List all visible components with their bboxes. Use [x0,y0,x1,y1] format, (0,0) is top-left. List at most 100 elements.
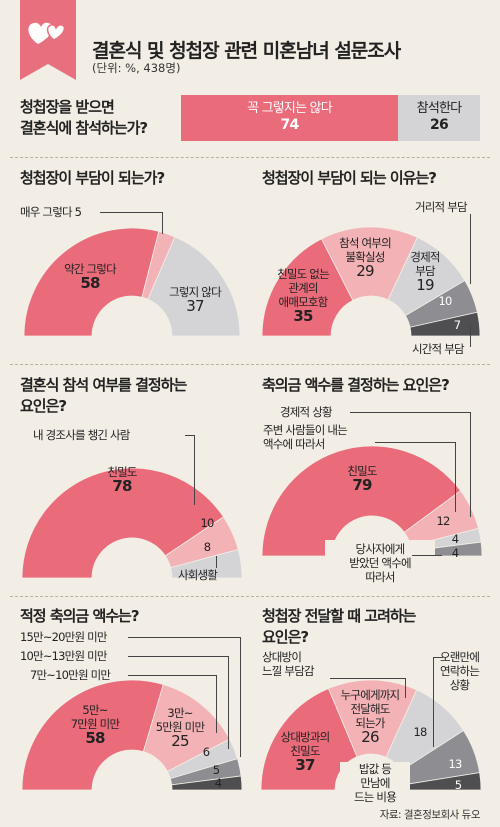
leader-line [470,412,471,517]
leader-line [470,214,471,284]
q5-title: 축의금 액수를 결정하는 요인은? [262,376,450,394]
q3-s3-line1: 경제적 [410,250,440,264]
q7-s3-value: 18 [413,725,427,739]
q7-s5-line1: 밥값 등 [358,762,392,776]
q7-s4-line3: 상황 [449,678,470,692]
q6-s2-value: 25 [171,732,189,750]
q2-s3-text: 그렇지 않다 37 [150,285,240,315]
leader-line [128,656,228,657]
q7-s4-value: 13 [448,757,462,771]
q7-s4-line1: 오랜만에 [440,650,480,664]
q7-s1-line1: 상대방과의 [280,730,331,744]
q7-s5-label: 밥값 등 만남에 드는 비용 [340,762,410,804]
q3-s4-value: 10 [438,294,452,308]
q7-s1-text: 상대방과의 친밀도 37 [270,730,340,773]
divider [10,157,490,158]
leader-line [433,657,434,747]
q5-s3-label: 경제적 상황 [280,405,333,419]
q7-title: 청첩장 전달할 때 고려하는 요인은? [262,606,416,648]
q2-s3-label: 그렇지 않다 [169,285,222,299]
q3-s3-value: 19 [416,276,434,294]
q6-s3-value: 6 [202,745,210,759]
bar2-value: 26 [430,117,449,133]
q5-s2-line1: 주변 사람들이 내는 [263,423,348,437]
leader-line [216,675,217,733]
q1-title-line2: 결혼식에 참석하는가? [20,119,148,137]
q6-s1-value: 58 [85,729,105,747]
q2-s2-value: 58 [80,274,100,292]
hearts-ribbon-icon [20,0,76,80]
q1-title-line1: 청첩장을 받으면 [20,98,115,116]
leader-line [433,657,443,658]
q3-s1-line1: 친밀도 없는 [277,267,330,281]
q3-s3-line2: 부담 [415,264,435,278]
q5-s4-label: 당사자에게 받았던 액수에 따라서 [325,540,435,586]
q3-s2-line1: 참석 여부의 [339,236,392,250]
q7-s2-line2: 전달해도 [350,702,390,716]
leader-line [470,325,471,347]
q7-s1-line2: 친밀도 [290,744,320,758]
q2-s3-value: 37 [186,297,204,315]
q3-s2-value: 29 [356,262,374,280]
q4-s1-text: 친밀도 78 [82,465,162,494]
leader-line [330,678,405,679]
q6-title: 적정 축의금 액수는? [20,607,140,625]
q3-s3-text: 경제적 부담 19 [400,250,450,294]
burden-slice-3 [147,236,241,337]
q5-s4-line1: 당사자에게 [355,542,406,556]
amount-slice-5 [171,775,243,791]
attend-bar-no-text: 꼭 그렇지는 않다 74 [181,100,398,134]
q5-s1-value: 79 [352,476,372,494]
q3-s1-line3: 애매모호함 [278,295,329,309]
decide-slice-3 [170,549,243,579]
q3-s2-line2: 불확실성 [345,250,385,264]
leader-line [185,435,195,436]
q5-s4-line2: 받았던 액수에 [349,556,411,570]
q6-s1-line2: 7만원 미만 [70,717,120,731]
q7-s3-label: 상대방이 느낄 부담감 [262,650,315,678]
reasons-slice-1 [261,238,354,337]
q5-s2-line2: 액수에 따라서 [263,437,325,451]
q7-title-line2: 요인은? [262,628,309,646]
attend-bar-yes [398,95,480,141]
q7-s5-line2: 만남에 [360,776,390,790]
q4-s3-value: 8 [203,540,211,554]
q6-s5-value: 4 [214,776,222,790]
q5-s3-value: 4 [451,532,459,546]
q7-s3-line2: 느낄 부담감 [262,664,315,678]
leader-line [228,656,229,749]
source-note: 자료: 결혼정보회사 듀오 [379,809,481,821]
q7-s2-line1: 누구에게까지 [340,688,400,702]
q7-s4-line2: 연락하는 [440,664,480,678]
q5-s4-value: 4 [451,546,459,560]
leader-line [375,442,455,443]
q5-s4-line3: 따라서 [365,570,395,584]
q3-s1-value: 35 [293,307,313,325]
q2-s2-label: 약간 그렇다 [64,262,117,276]
reasons-slice-2 [320,226,418,301]
q3-title: 청첩장이 부담이 되는 이유는? [262,169,437,187]
q7-s3-line1: 상대방이 [262,650,302,664]
attend-bar-no [181,95,398,141]
bar1-value: 74 [280,117,300,133]
leader-line [412,555,442,556]
q6-s4-value: 5 [212,763,220,777]
q6-s2-text: 3만~ 5만원 미만 25 [140,706,220,750]
q7-s5-line3: 드는 비용 [354,790,397,804]
leader-line [455,442,456,512]
q6-s2-line1: 3만~ [167,706,193,720]
q5-s1-label: 친밀도 [347,464,377,478]
divider [10,364,490,365]
q6-s5-label: 15만~20만원 미만 [20,630,107,644]
q5-s2-value: 12 [436,514,450,528]
consider-slice-1 [260,688,358,791]
q6-s2-line2: 5만원 미만 [155,720,205,734]
leader-line [194,435,195,505]
leader-line [100,212,162,213]
q2-title: 청첩장이 부담이 되는가? [20,169,165,187]
q3-s1-text: 친밀도 없는 관계의 애매모호함 35 [263,267,343,325]
q4-s3-label: 사회생활 [178,568,218,582]
leader-line [405,678,406,698]
